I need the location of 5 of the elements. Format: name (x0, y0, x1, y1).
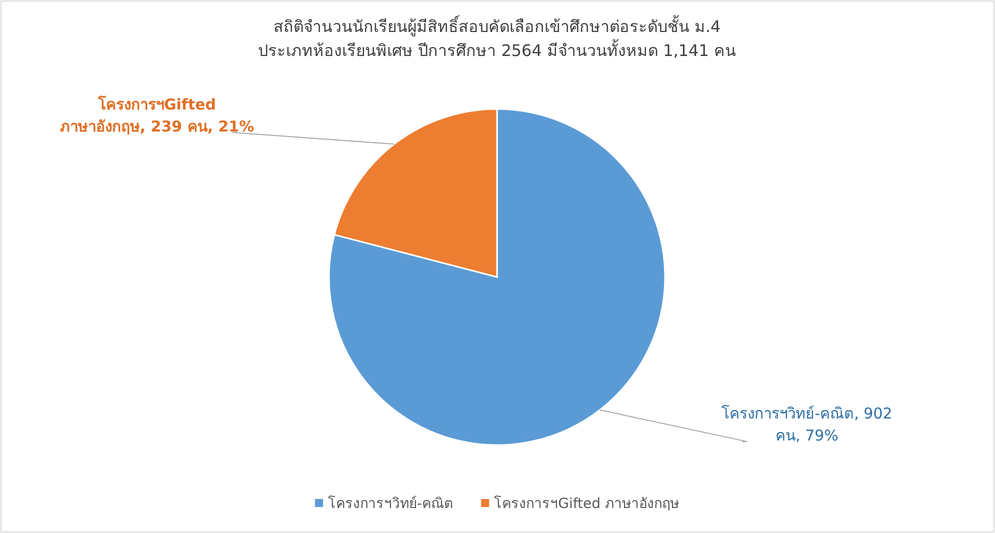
data-label: โครงการฯGifted ภาษาอังกฤษ, 239 คน, 21% (60, 94, 254, 136)
legend-label: โครงการฯวิทย์-คณิต (328, 495, 454, 512)
chart-title: สถิติจำนวนนักเรียนผู้มีสิทธิ์สอบคัดเลือกเข้าศึกษาต่อระดับชั้น ม.4 ประเภทห้องเรียนพิเศษ ปีการศึกษา 2564 มีจำนวนทั้งหมด 1,141 คน (258, 15, 736, 60)
legend-label: โครงการฯGifted ภาษาอังกฤษ (494, 495, 679, 512)
data-label: โครงการฯวิทย์-คณิต, 902 คน, 79% (722, 404, 892, 445)
